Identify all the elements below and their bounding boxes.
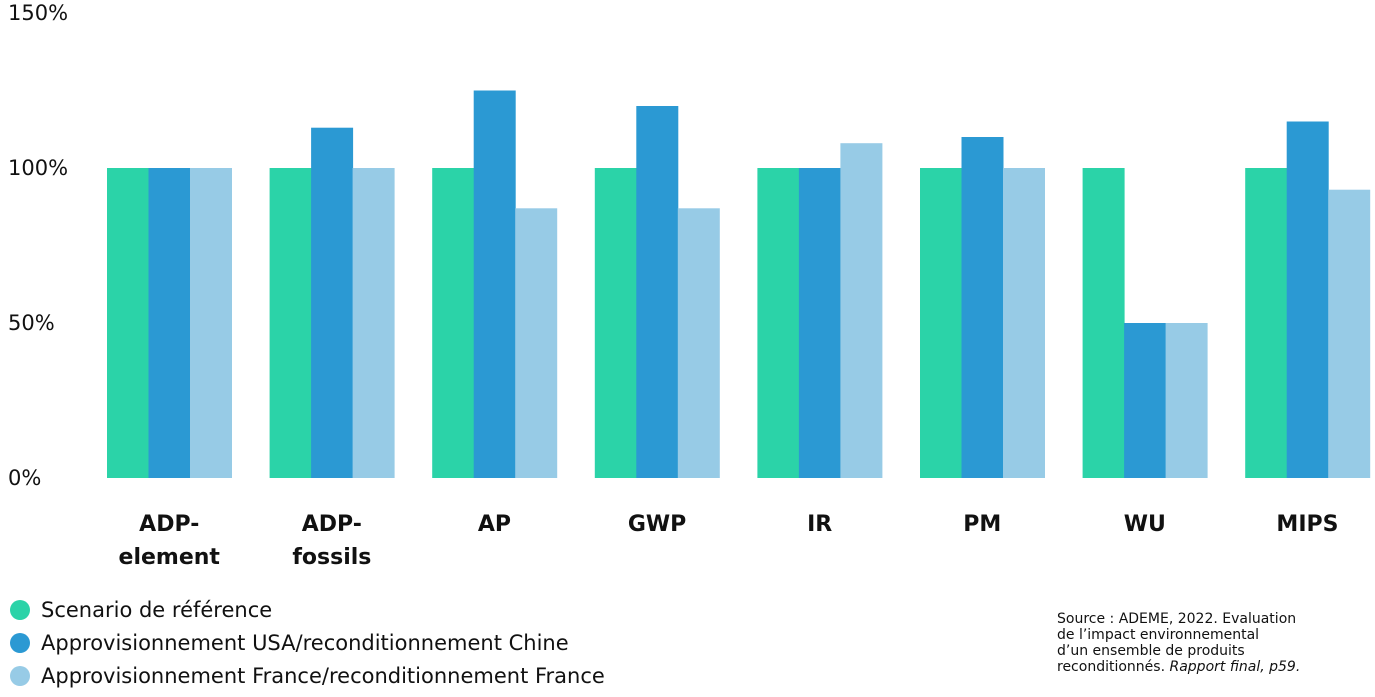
- bar: [1286, 121, 1329, 478]
- bar: [1124, 323, 1167, 478]
- bar: [148, 168, 191, 478]
- bar: [677, 208, 720, 479]
- y-tick-label: 50%: [8, 311, 55, 335]
- legend: Scenario de référence Approvisionnement …: [10, 598, 605, 688]
- y-tick-label: 0%: [8, 466, 41, 490]
- bar: [1003, 168, 1045, 478]
- bar: [432, 168, 475, 478]
- legend-item-usa-china: Approvisionnement USA/reconditionnement …: [10, 631, 605, 655]
- bar: [1165, 323, 1208, 478]
- category-label: PM: [963, 512, 1001, 537]
- source-line-4: reconditionnés. Rapport final, p59.: [1057, 659, 1357, 675]
- y-axis-ticks: 0% 50% 100% 150%: [8, 1, 68, 490]
- source-line-4-text: reconditionnés.: [1057, 659, 1170, 675]
- bar: [961, 137, 1004, 478]
- category-label: ADP-fossils: [292, 512, 371, 570]
- bar: [473, 90, 516, 478]
- legend-swatch-usa-china: [10, 633, 30, 653]
- bar: [269, 168, 312, 478]
- source-line-3: d’un ensemble de produits: [1057, 643, 1245, 659]
- bar: [1245, 168, 1288, 478]
- category-label: AP: [478, 512, 511, 537]
- bar: [757, 168, 800, 478]
- legend-label-reference: Scenario de référence: [41, 598, 273, 622]
- category-label: IR: [807, 512, 832, 537]
- source-note: Source : ADEME, 2022. Evaluation de l’im…: [1057, 611, 1357, 675]
- y-tick-label: 150%: [8, 1, 68, 25]
- source-line-1: Source : ADEME, 2022. Evaluation: [1057, 611, 1297, 627]
- bar: [636, 106, 679, 478]
- legend-label-france-france: Approvisionnement France/reconditionneme…: [41, 664, 605, 688]
- source-line-2: de l’impact environnemental: [1057, 627, 1260, 643]
- bar: [840, 143, 883, 478]
- bars-group: [107, 90, 1371, 479]
- bar: [107, 168, 149, 478]
- bar: [311, 127, 354, 478]
- bar: [1328, 189, 1371, 478]
- source-italic: Rapport final, p59.: [1169, 659, 1301, 675]
- bar: [920, 168, 962, 478]
- bar: [594, 168, 637, 478]
- legend-item-reference: Scenario de référence: [10, 598, 605, 622]
- bar-chart: 0% 50% 100% 150% ADP-element ADP-fossils AP GW…: [8, 1, 1371, 570]
- legend-swatch-france-france: [10, 666, 30, 686]
- category-labels: ADP-element ADP-fossils AP GWP IR PM WU MIPS: [119, 512, 1339, 570]
- category-label: MIPS: [1276, 512, 1338, 537]
- bar: [190, 168, 232, 478]
- category-label: ADP-element: [119, 512, 221, 570]
- category-label: WU: [1124, 512, 1166, 537]
- y-tick-label: 100%: [8, 156, 68, 180]
- bar: [798, 168, 841, 478]
- legend-label-usa-china: Approvisionnement USA/reconditionnement …: [41, 631, 569, 655]
- legend-item-france-france: Approvisionnement France/reconditionneme…: [10, 664, 605, 688]
- category-label: GWP: [628, 512, 686, 537]
- bar: [515, 208, 558, 479]
- bar: [352, 168, 395, 478]
- legend-swatch-reference: [10, 600, 30, 620]
- bar: [1082, 168, 1125, 478]
